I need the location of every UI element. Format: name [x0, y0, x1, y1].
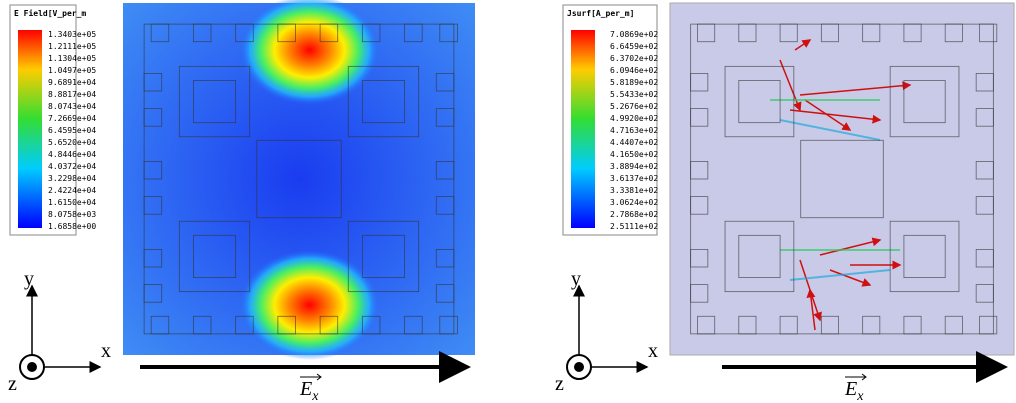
- geometry-outline: [192, 234, 237, 278]
- legend-title: Jsurf[A_per_m]: [567, 9, 634, 18]
- legend-label: 3.2298e+04: [48, 174, 96, 183]
- vector-arrowhead: [316, 373, 322, 381]
- current-vector: [806, 288, 816, 331]
- z-axis-dot: [574, 362, 584, 372]
- vector-arrowhead: [861, 373, 867, 381]
- legend-label: 4.9920e+02: [610, 114, 658, 123]
- geometry-outline: [738, 234, 781, 278]
- current-vector: [794, 39, 812, 51]
- current-vector: [804, 99, 852, 131]
- field-subscript: x: [311, 389, 319, 403]
- geometry-outline: [800, 139, 884, 219]
- geometry-outline: [192, 80, 237, 124]
- current-vector: [789, 269, 891, 281]
- current-vector: [789, 109, 882, 124]
- legend-label: 1.6858e+00: [48, 222, 96, 231]
- axis-label: x: [648, 340, 658, 362]
- colorbar: [571, 30, 595, 228]
- legend-label: 3.8894e+02: [610, 162, 658, 171]
- legend-label: 8.0743e+04: [48, 102, 96, 111]
- field-label: Ex: [299, 378, 319, 403]
- geometry-outline: [903, 80, 946, 124]
- geometry-outline: [178, 220, 251, 293]
- legend-label: 6.4595e+04: [48, 126, 96, 135]
- legend-label: 9.6891e+04: [48, 78, 96, 87]
- geometry-outline: [143, 23, 455, 335]
- legend-label: 1.2111e+05: [48, 42, 96, 51]
- geometry-outline: [724, 65, 795, 138]
- geometry-outline: [347, 220, 420, 293]
- field-symbol: E: [299, 378, 312, 400]
- current-vector: [779, 59, 802, 112]
- legend-label: 4.0372e+04: [48, 162, 96, 171]
- legend-label: 7.0869e+02: [610, 30, 658, 39]
- legend-label: 5.5433e+02: [610, 90, 658, 99]
- legend-label: 4.7163e+02: [610, 126, 658, 135]
- legend-label: 1.3403e+05: [48, 30, 96, 39]
- legend-label: 2.7868e+02: [610, 210, 658, 219]
- legend-label: 2.4224e+04: [48, 186, 96, 195]
- geometry-outline: [361, 234, 405, 278]
- geometry-outline: [903, 234, 946, 278]
- geometry-outline: [889, 220, 960, 293]
- legend-label: 5.8189e+02: [610, 78, 658, 87]
- axis-label: x: [101, 340, 111, 362]
- geometry-outline: [690, 23, 994, 335]
- geometry-outline: [347, 65, 420, 138]
- legend-label: 2.5111e+02: [610, 222, 658, 231]
- legend-label: 1.0497e+05: [48, 66, 96, 75]
- legend-label: 7.2669e+04: [48, 114, 96, 123]
- legend-label: 1.6150e+04: [48, 198, 96, 207]
- legend-label: 1.1304e+05: [48, 54, 96, 63]
- legend-label: 3.3381e+02: [610, 186, 658, 195]
- axis-label: z: [555, 373, 564, 395]
- legend-label: 4.4407e+02: [610, 138, 658, 147]
- legend-label: 3.6137e+02: [610, 174, 658, 183]
- current-vector: [799, 81, 912, 96]
- legend-label: 5.2676e+02: [610, 102, 658, 111]
- current-vector: [819, 237, 882, 256]
- geometry-outline: [724, 220, 795, 293]
- legend-label: 6.0946e+02: [610, 66, 658, 75]
- z-axis-dot: [27, 362, 37, 372]
- axis-label: z: [8, 373, 17, 395]
- legend-title: E Field[V_per_m: [14, 8, 86, 18]
- legend-label: 6.6459e+02: [610, 42, 658, 51]
- geometry-outline: [738, 80, 781, 124]
- current-vector: [829, 269, 872, 287]
- field-label: Ex: [844, 378, 864, 403]
- geometry-outline: [256, 139, 342, 219]
- axis-label: y: [24, 268, 34, 290]
- geometry-outline: [178, 65, 251, 138]
- current-vector: [779, 119, 881, 141]
- hot-spot: [239, 0, 380, 105]
- legend-label: 4.1650e+02: [610, 150, 658, 159]
- legend-label: 6.3702e+02: [610, 54, 658, 63]
- field-symbol: E: [844, 378, 857, 400]
- legend-label: 5.6520e+04: [48, 138, 96, 147]
- field-subscript: x: [856, 389, 864, 403]
- colorbar: [18, 30, 42, 228]
- field-plot: [669, 2, 1015, 356]
- geometry-outline: [889, 65, 960, 138]
- legend-label: 8.0758e+03: [48, 210, 96, 219]
- legend-label: 4.8446e+04: [48, 150, 96, 159]
- legend-label: 8.8817e+04: [48, 90, 96, 99]
- hot-spot: [239, 250, 380, 360]
- axis-label: y: [571, 268, 581, 290]
- legend-label: 3.0624e+02: [610, 198, 658, 207]
- geometry-outline: [361, 80, 405, 124]
